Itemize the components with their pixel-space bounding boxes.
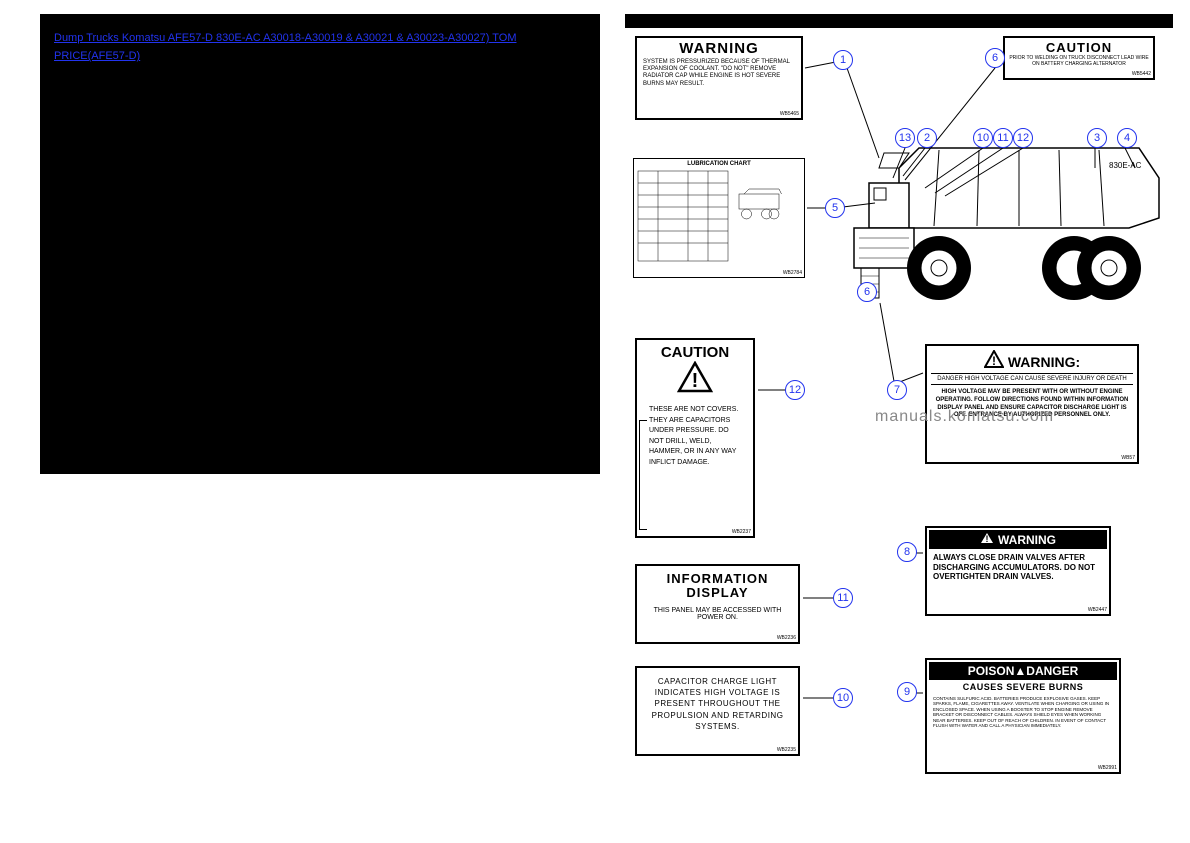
info-body: THIS PANEL MAY BE ACCESSED WITH POWER ON… xyxy=(643,601,792,621)
callout-6: 6 xyxy=(857,282,877,302)
svg-text:!: ! xyxy=(692,370,699,392)
caution-label-capacitors: CAUTION ! THESE ARE NOT COVERS. THEY ARE… xyxy=(635,338,755,538)
callout-4: 4 xyxy=(1117,128,1137,148)
label-code: WB5465 xyxy=(780,111,799,117)
label-code: WB57 xyxy=(1121,455,1135,461)
warning-sub: DANGER HIGH VOLTAGE CAN CAUSE SEVERE INJ… xyxy=(931,373,1133,385)
caution-label-welding: CAUTION PRIOR TO WELDING ON TRUCK DISCON… xyxy=(1003,36,1155,80)
warning-triangle-icon: ! xyxy=(641,361,749,401)
caution-title: CAUTION xyxy=(641,344,749,361)
callout-2: 2 xyxy=(917,128,937,148)
poison-sub: CAUSES SEVERE BURNS xyxy=(929,680,1117,694)
diagram-panel: WARNING SYSTEM IS PRESSURIZED BECAUSE OF… xyxy=(625,14,1173,829)
svg-text:!: ! xyxy=(992,354,996,368)
label-code: WB2784 xyxy=(783,270,802,276)
poison-header: POISON▲DANGER xyxy=(929,662,1117,680)
callout-7: 7 xyxy=(887,380,907,400)
left-panel: Dump Trucks Komatsu AFE57-D 830E-AC A300… xyxy=(40,14,600,474)
warning-title: WARNING xyxy=(639,40,799,57)
svg-text:!: ! xyxy=(986,534,989,544)
warning-label-voltage: ! WARNING: DANGER HIGH VOLTAGE CAN CAUSE… xyxy=(925,344,1139,464)
poison-body: CONTAINS SULFURIC ACID. BATTERIES PRODUC… xyxy=(929,694,1117,730)
callout-3: 3 xyxy=(1087,128,1107,148)
caution-title: CAUTION xyxy=(1007,40,1151,55)
callout-9: 9 xyxy=(897,682,917,702)
svg-text:830E-AC: 830E-AC xyxy=(1109,161,1142,170)
warning-label-drain: ! WARNING ALWAYS CLOSE DRAIN VALVES AFTE… xyxy=(925,526,1111,616)
callout-1: 1 xyxy=(833,50,853,70)
warning-body: ALWAYS CLOSE DRAIN VALVES AFTER DISCHARG… xyxy=(929,549,1107,586)
callout-13: 13 xyxy=(895,128,915,148)
label-code: WB2447 xyxy=(1088,607,1107,613)
warning-body: SYSTEM IS PRESSURIZED BECAUSE OF THERMAL… xyxy=(639,57,799,90)
callout-12: 12 xyxy=(785,380,805,400)
caution-body: THESE ARE NOT COVERS. THEY ARE CAPACITOR… xyxy=(641,401,749,472)
caution-body: PRIOR TO WELDING ON TRUCK DISCONNECT LEA… xyxy=(1007,55,1151,67)
label-code: WB2237 xyxy=(732,529,751,535)
watermark: manuals.komatsu.com xyxy=(875,408,1054,426)
warning-triangle-icon: ! xyxy=(984,350,1004,373)
callout-10: 10 xyxy=(973,128,993,148)
truck-diagram: 830E-AC xyxy=(849,128,1169,308)
label-code: WB2235 xyxy=(777,747,796,753)
lubrication-chart: LUBRICATION CHART WB2784 xyxy=(633,158,805,278)
callout-6: 6 xyxy=(985,48,1005,68)
callout-10: 10 xyxy=(833,688,853,708)
callout-11: 11 xyxy=(993,128,1013,148)
capacitor-body: CAPACITOR CHARGE LIGHT INDICATES HIGH VO… xyxy=(645,676,790,732)
chart-title: LUBRICATION CHART xyxy=(634,159,804,169)
label-code: WB5442 xyxy=(1132,71,1151,77)
poison-danger-label: POISON▲DANGER CAUSES SEVERE BURNS CONTAI… xyxy=(925,658,1121,774)
warning-triangle-icon: ! xyxy=(980,532,994,547)
warning-label-radiator: WARNING SYSTEM IS PRESSURIZED BECAUSE OF… xyxy=(635,36,803,120)
label-code: WB2991 xyxy=(1098,765,1117,771)
callout-8: 8 xyxy=(897,542,917,562)
callout-5: 5 xyxy=(825,198,845,218)
label-code: WB2236 xyxy=(777,635,796,641)
product-link[interactable]: Dump Trucks Komatsu AFE57-D 830E-AC A300… xyxy=(54,32,516,62)
callout-12: 12 xyxy=(1013,128,1033,148)
info-display-label: INFORMATION DISPLAY THIS PANEL MAY BE AC… xyxy=(635,564,800,644)
info-title: INFORMATION DISPLAY xyxy=(643,572,792,601)
capacitor-label: CAPACITOR CHARGE LIGHT INDICATES HIGH VO… xyxy=(635,666,800,756)
warning-title: WARNING: xyxy=(1008,354,1080,370)
warning-title: WARNING xyxy=(998,533,1056,547)
bracket-icon xyxy=(639,420,647,530)
callout-11: 11 xyxy=(833,588,853,608)
